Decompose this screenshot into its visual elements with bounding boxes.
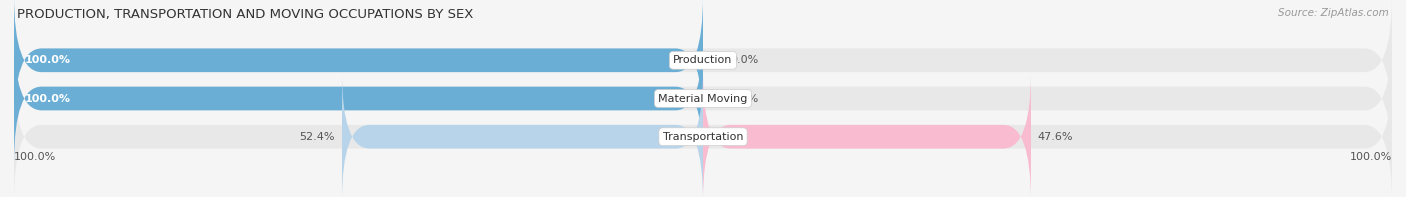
Text: PRODUCTION, TRANSPORTATION AND MOVING OCCUPATIONS BY SEX: PRODUCTION, TRANSPORTATION AND MOVING OC…	[17, 8, 474, 21]
Text: 100.0%: 100.0%	[14, 151, 56, 162]
Text: Material Moving: Material Moving	[658, 94, 748, 103]
Text: 0.0%: 0.0%	[731, 94, 759, 103]
FancyBboxPatch shape	[703, 72, 1031, 197]
FancyBboxPatch shape	[14, 34, 703, 163]
FancyBboxPatch shape	[14, 34, 1392, 163]
Text: 52.4%: 52.4%	[299, 132, 335, 142]
Text: 100.0%: 100.0%	[25, 55, 72, 65]
FancyBboxPatch shape	[14, 0, 703, 125]
FancyBboxPatch shape	[342, 72, 703, 197]
Text: Transportation: Transportation	[662, 132, 744, 142]
Text: Source: ZipAtlas.com: Source: ZipAtlas.com	[1278, 8, 1389, 18]
FancyBboxPatch shape	[14, 72, 1392, 197]
FancyBboxPatch shape	[14, 0, 1392, 125]
Text: 100.0%: 100.0%	[1350, 151, 1392, 162]
Text: 0.0%: 0.0%	[731, 55, 759, 65]
Text: 47.6%: 47.6%	[1038, 132, 1073, 142]
Text: 100.0%: 100.0%	[25, 94, 72, 103]
Text: Production: Production	[673, 55, 733, 65]
